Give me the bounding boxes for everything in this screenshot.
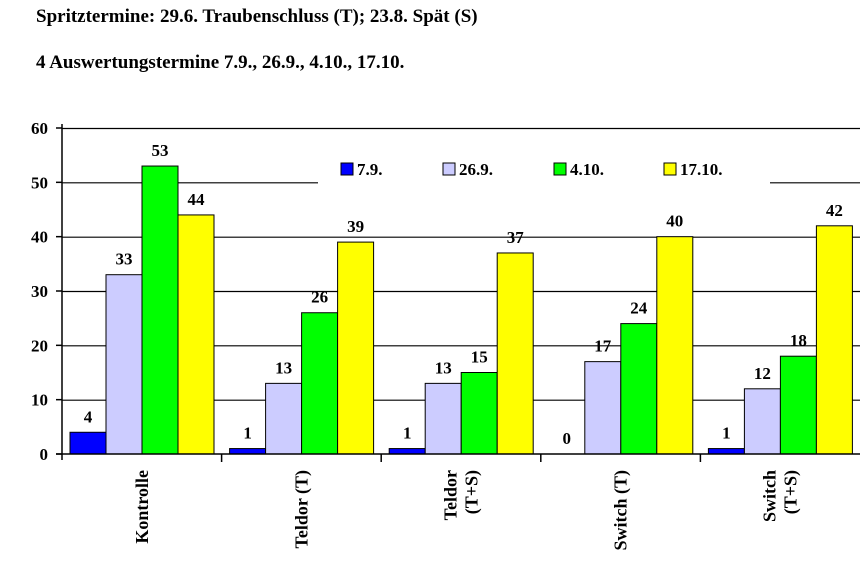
- bar: [141, 165, 179, 455]
- legend-swatch: [340, 162, 354, 176]
- legend-swatch: [553, 162, 567, 176]
- bar: [265, 382, 303, 455]
- data-label: 1: [403, 424, 412, 443]
- data-label: 0: [563, 429, 572, 448]
- y-tick-label: 30: [31, 282, 48, 301]
- data-label: 26: [311, 288, 328, 307]
- bar: [815, 225, 853, 455]
- legend-label: 26.9.: [459, 160, 493, 179]
- data-label: 1: [243, 424, 252, 443]
- bar: [69, 431, 107, 455]
- data-label: 33: [116, 250, 133, 269]
- data-label: 1: [722, 424, 731, 443]
- data-label: 18: [790, 331, 807, 350]
- bar: [779, 355, 817, 455]
- bar: [337, 241, 375, 455]
- y-tick-label: 50: [31, 173, 48, 192]
- x-tick-label: Switch: [760, 470, 780, 522]
- x-tick-label: (T+S): [781, 470, 802, 514]
- data-label: 37: [507, 228, 525, 247]
- bar: [496, 252, 534, 455]
- bar: [743, 388, 781, 455]
- data-label: 13: [275, 358, 292, 377]
- data-label: 13: [435, 358, 452, 377]
- data-label: 39: [347, 217, 364, 236]
- bar: [656, 236, 694, 455]
- data-label: 12: [754, 364, 771, 383]
- x-tick-label: (T+S): [462, 470, 483, 514]
- bar: [620, 323, 658, 455]
- legend-label: 17.10.: [680, 160, 723, 179]
- chart-title-spray-dates: Spritztermine: 29.6. Traubenschluss (T);…: [36, 6, 478, 27]
- legend-label: 7.9.: [357, 160, 383, 179]
- bar: [707, 448, 745, 455]
- legend-label: 4.10.: [570, 160, 604, 179]
- legend-swatch: [663, 162, 677, 176]
- data-label: 4: [84, 407, 93, 426]
- bar: [177, 214, 215, 455]
- chart-subtitle-evaluation-dates: 4 Auswertungstermine 7.9., 26.9., 4.10.,…: [36, 52, 405, 73]
- data-label: 44: [188, 190, 206, 209]
- y-tick-label: 40: [31, 228, 48, 247]
- y-tick-label: 10: [31, 391, 48, 410]
- y-tick-label: 20: [31, 336, 48, 355]
- x-tick-label: Switch (T): [611, 470, 632, 551]
- data-label: 15: [471, 348, 488, 367]
- bar: [229, 448, 267, 455]
- x-tick-label: Kontrolle: [132, 470, 152, 544]
- data-label: 17: [594, 337, 612, 356]
- bar: [105, 274, 143, 455]
- data-label: 40: [666, 212, 683, 231]
- y-tick-label: 60: [31, 119, 48, 138]
- bar: [301, 312, 339, 455]
- data-label: 42: [826, 201, 843, 220]
- data-label: 53: [152, 141, 169, 160]
- legend-swatch: [442, 162, 456, 176]
- data-label: 24: [630, 299, 648, 318]
- x-tick-label: Teldor (T): [291, 470, 312, 549]
- bar: [388, 448, 426, 455]
- bar: [584, 361, 622, 455]
- y-tick-label: 0: [40, 445, 49, 464]
- bar: [424, 382, 462, 455]
- bar: [460, 372, 498, 455]
- x-tick-label: Teldor: [441, 470, 461, 520]
